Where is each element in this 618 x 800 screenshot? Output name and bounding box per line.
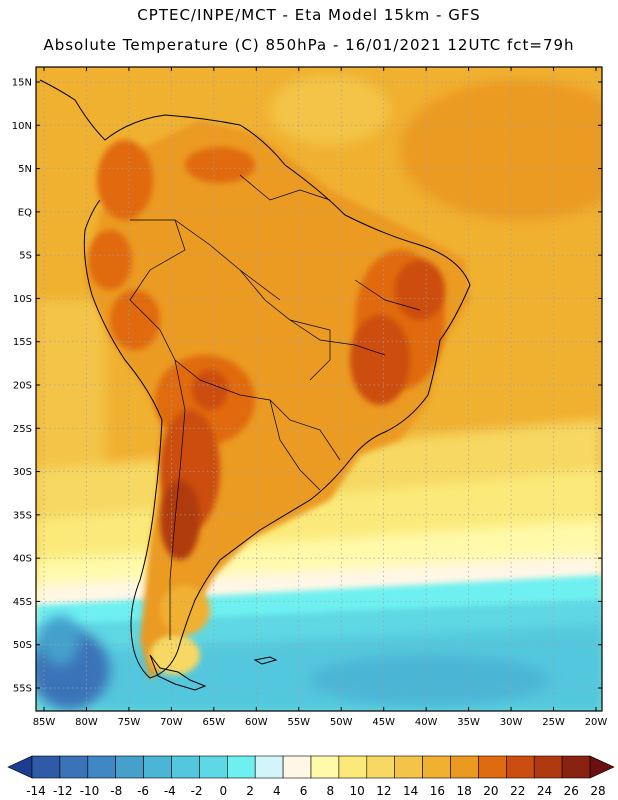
colorbar: -14 -12 -10 -8 -6 -4 -2 0 2 4 6 8 10 12 14 16 18 20 22 24 26…	[7, 755, 615, 798]
latitude-label: 15S	[13, 337, 32, 348]
longitude-labels: 85W 80W 75W 70W 65W 60W 55W 50W 45W 40W 35W 30W 25W 2…	[33, 67, 608, 728]
longitude-label: 25W	[542, 717, 565, 728]
colorbar-swatch	[366, 755, 395, 779]
latitude-label: 20S	[13, 381, 32, 392]
colorbar-label: -14	[26, 784, 46, 798]
colorbar-swatch	[310, 755, 340, 779]
colorbar-label: 26	[564, 784, 579, 798]
colorbar-label: 0	[220, 784, 228, 798]
longitude-label: 20W	[585, 717, 608, 728]
colorbar-label: 14	[403, 784, 418, 798]
latitude-label: 50S	[13, 640, 32, 651]
colorbar-label: 28	[590, 784, 605, 798]
colorbar-swatch	[87, 755, 117, 779]
colorbar-label: 8	[327, 784, 335, 798]
colorbar-label: 22	[510, 784, 525, 798]
colorbar-swatch	[282, 755, 312, 779]
longitude-label: 30W	[500, 717, 523, 728]
temperature-field	[36, 67, 602, 711]
colorbar-label: -10	[80, 784, 100, 798]
colorbar-swatch	[254, 755, 284, 779]
longitude-label: 55W	[287, 717, 310, 728]
graticule	[36, 67, 602, 711]
latitude-label: 40S	[13, 554, 32, 565]
colorbar-swatch	[171, 755, 200, 779]
colorbar-label: 2	[246, 784, 254, 798]
latitude-label: 10S	[13, 294, 32, 305]
colorbar-swatch	[115, 755, 144, 779]
map-title: CPTEC/INPE/MCT - Eta Model 15km - GFS	[137, 6, 481, 24]
colorbar-swatch	[338, 755, 368, 779]
colorbar-arrow-right	[589, 755, 615, 779]
colorbar-swatch	[394, 755, 423, 779]
longitude-label: 35W	[457, 717, 480, 728]
colorbar-label: -4	[164, 784, 176, 798]
colorbar-swatch	[450, 755, 479, 779]
colorbar-label: 4	[273, 784, 281, 798]
longitude-label: 85W	[33, 717, 56, 728]
longitude-label: 50W	[330, 717, 353, 728]
longitude-label: 80W	[75, 717, 98, 728]
latitude-label: 15N	[12, 78, 32, 89]
latitude-labels: 15N 10N 5N EQ 5S 10S 15S 20S 25S 30S 35S 40S 45S 50S 5…	[12, 78, 602, 695]
longitude-label: 65W	[203, 717, 226, 728]
colorbar-swatch	[199, 755, 228, 779]
colorbar-label: -6	[137, 784, 149, 798]
map-subtitle: Absolute Temperature (C) 850hPa - 16/01/…	[43, 36, 575, 54]
colorbar-label: 18	[457, 784, 472, 798]
colorbar-label: 6	[300, 784, 308, 798]
colorbar-swatch	[227, 755, 256, 779]
latitude-label: 45S	[13, 597, 32, 608]
colorbar-swatch	[505, 755, 535, 779]
colorbar-swatch	[422, 755, 451, 779]
colorbar-swatch	[478, 755, 507, 779]
colorbar-label: 12	[376, 784, 391, 798]
colorbar-label: 10	[350, 784, 365, 798]
colorbar-label: 20	[483, 784, 498, 798]
latitude-label: 5N	[18, 164, 32, 175]
colorbar-swatch	[143, 755, 172, 779]
latitude-label: 30S	[13, 467, 32, 478]
colorbar-label: -2	[191, 784, 203, 798]
latitude-label: 25S	[13, 424, 32, 435]
longitude-label: 40W	[415, 717, 438, 728]
colorbar-label: -8	[110, 784, 122, 798]
latitude-label: 5S	[19, 251, 32, 262]
colorbar-label: -12	[53, 784, 73, 798]
country-borders	[129, 174, 421, 640]
colorbar-swatch	[31, 755, 61, 779]
longitude-label: 70W	[160, 717, 183, 728]
coastline	[39, 79, 471, 691]
colorbar-swatch	[561, 755, 591, 779]
plot-frame	[35, 66, 603, 712]
longitude-label: 45W	[372, 717, 395, 728]
latitude-label: 10N	[12, 121, 32, 132]
colorbar-swatch	[533, 755, 563, 779]
colorbar-label: 16	[430, 784, 445, 798]
colorbar-swatch	[59, 755, 89, 779]
longitude-label: 60W	[245, 717, 268, 728]
colorbar-arrow-left	[7, 755, 33, 779]
latitude-label: EQ	[18, 207, 32, 218]
longitude-label: 75W	[118, 717, 141, 728]
colorbar-label: 24	[537, 784, 552, 798]
latitude-label: 55S	[13, 684, 32, 695]
latitude-label: 35S	[13, 510, 32, 521]
